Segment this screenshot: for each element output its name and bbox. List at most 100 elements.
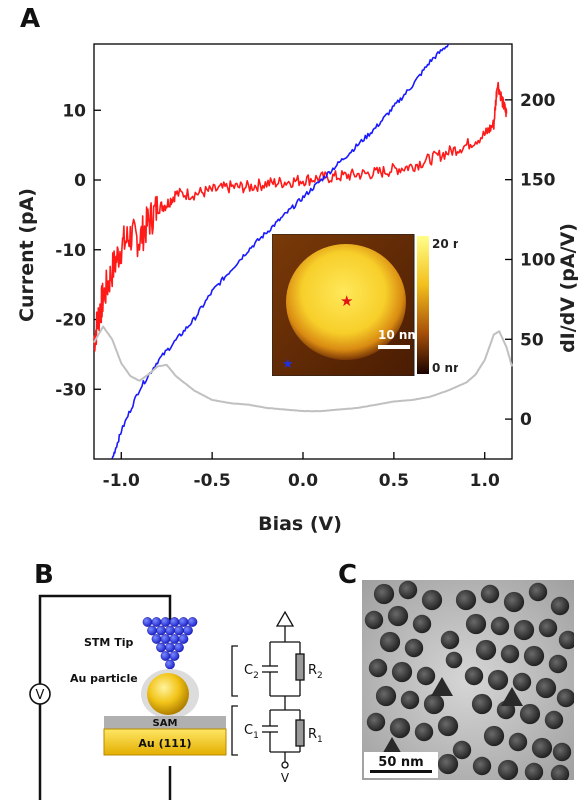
- nanoparticle: [550, 596, 570, 616]
- panel-letter-a: A: [20, 4, 41, 34]
- didv-background-line: [93, 325, 513, 413]
- tip-atom: [169, 617, 180, 627]
- voltmeter-label: V: [36, 688, 45, 703]
- nanoparticle: [558, 630, 574, 650]
- tip-atom: [174, 625, 184, 636]
- triangular-nanoparticle: [381, 737, 403, 756]
- au-particle-topography: [286, 244, 406, 360]
- nanoparticle: [528, 582, 548, 602]
- stm-schematic: V STM Tip Au particle SAM Au (111): [29, 594, 323, 800]
- nanoparticle: [368, 658, 388, 678]
- nanoparticle: [464, 666, 484, 686]
- nanoparticle: [387, 605, 409, 627]
- colorbar: [417, 236, 429, 374]
- inset-scalebar-label: 10 nm: [378, 328, 420, 342]
- y-right-tick-label: 100: [520, 250, 556, 270]
- tip-atom: [165, 642, 175, 653]
- y-left-tick-label: -20: [55, 311, 86, 331]
- nanoparticle: [544, 710, 564, 730]
- x-tick-label: 0.5: [379, 471, 409, 491]
- red-star-marker: ★: [340, 292, 353, 310]
- tip-atom: [183, 625, 193, 636]
- nanoparticle: [524, 762, 544, 780]
- stm-topography-inset: ★ ★ 10 nm 20 nm 0 nm: [272, 234, 458, 376]
- y-right-tick-label: 150: [520, 171, 556, 191]
- triangular-nanoparticle: [501, 687, 523, 706]
- inset-scalebar: [378, 345, 410, 349]
- y-right-tick-label: 0: [520, 410, 532, 430]
- au111-substrate: [103, 728, 227, 756]
- nanoparticle: [519, 703, 541, 725]
- tip-atom: [156, 642, 166, 653]
- y-axis-right-label: dI/dV (pA/V): [557, 223, 579, 353]
- equivalent-circuit: [262, 610, 305, 769]
- nanoparticle: [500, 644, 520, 664]
- c1-label: C1: [244, 723, 259, 741]
- nanoparticle: [379, 631, 401, 653]
- nanoparticle: [404, 638, 424, 658]
- nanoparticle: [471, 693, 493, 715]
- nanoparticle: [421, 589, 443, 611]
- au-particle-label: Au particle: [70, 672, 138, 685]
- au-particle: [147, 673, 189, 715]
- x-tick-label: -1.0: [103, 471, 140, 491]
- nanoparticle: [487, 669, 509, 691]
- nanoparticle: [437, 715, 459, 737]
- colorbar-top-label: 20 nm: [432, 237, 458, 251]
- tip-atom: [160, 617, 171, 627]
- nanoparticle: [452, 740, 472, 760]
- nanoparticle: [423, 693, 445, 715]
- nanoparticle: [535, 677, 557, 699]
- x-tick-label: 0.0: [288, 471, 318, 491]
- tip-atom: [165, 659, 175, 670]
- nanoparticle: [455, 589, 477, 611]
- blue-star-marker: ★: [282, 357, 294, 372]
- y-right-tick-label: 50: [520, 330, 544, 350]
- colorbar-bottom-label: 0 nm: [432, 361, 458, 375]
- tip-atom: [147, 625, 157, 636]
- stm-tip: [142, 617, 198, 670]
- iv-curve-line: [111, 43, 450, 459]
- tip-atom: [178, 617, 189, 627]
- sam-layer: [104, 716, 226, 729]
- nanoparticle: [465, 613, 487, 635]
- bracket-tip-gap: [231, 645, 238, 697]
- tip-atom: [156, 625, 166, 636]
- nanoparticle: [483, 725, 505, 747]
- nanoparticle: [556, 688, 574, 708]
- nanoparticles: [364, 580, 574, 780]
- r2-label: R2: [308, 663, 323, 681]
- y-left-tick-label: -10: [55, 241, 86, 261]
- x-axis-label: Bias (V): [258, 513, 342, 535]
- nanoparticle: [490, 616, 510, 636]
- nanoparticle: [391, 661, 413, 683]
- nanoparticle: [497, 759, 519, 780]
- c2-label: C2: [244, 663, 259, 681]
- nanoparticle: [414, 722, 434, 742]
- tip-atom: [178, 634, 189, 644]
- nanoparticle: [538, 618, 558, 638]
- nanoparticle: [531, 737, 553, 759]
- tip-atom: [169, 634, 180, 644]
- nanoparticle: [512, 672, 532, 692]
- didv-spectrum-line: [93, 81, 508, 352]
- nanoparticle: [523, 645, 545, 667]
- tip-atom: [169, 651, 180, 661]
- nanoparticle: [508, 732, 528, 752]
- tem-scalebar-label: 50 nm: [378, 755, 423, 770]
- tip-atom: [160, 634, 171, 644]
- x-tick-label: -0.5: [194, 471, 231, 491]
- nanoparticle: [552, 742, 572, 762]
- nanoparticle: [412, 614, 432, 634]
- nanoparticle: [398, 580, 418, 600]
- tip-atom: [165, 625, 175, 636]
- panel-letter-b: B: [34, 560, 54, 590]
- x-tick-label: 1.0: [470, 471, 500, 491]
- voltmeter-symbol: [29, 683, 51, 705]
- tip-atom: [187, 617, 198, 627]
- nanoparticle: [373, 583, 395, 605]
- nanoparticle: [364, 610, 384, 630]
- nanoparticle: [400, 690, 420, 710]
- nanoparticle: [550, 764, 570, 780]
- nanoparticle: [472, 756, 492, 776]
